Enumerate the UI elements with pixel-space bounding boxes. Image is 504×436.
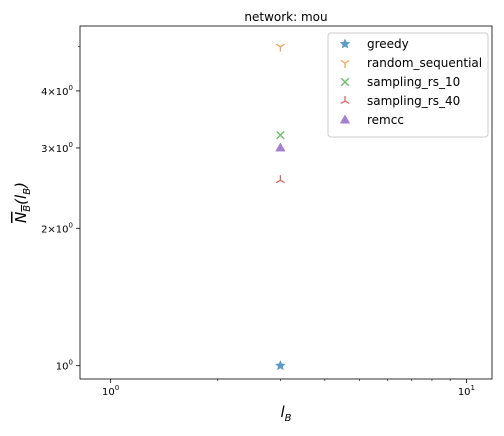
legend-label-random_sequential: random_sequential xyxy=(367,56,482,70)
legend-marker-greedy xyxy=(339,38,351,49)
x-tick-label: 100 xyxy=(102,384,119,398)
y-tick-label: 2×100 xyxy=(41,221,73,235)
y-axis-label: NB(lB) xyxy=(12,182,33,223)
y-tick-label: 100 xyxy=(56,359,73,373)
x-axis-label: lB xyxy=(280,403,291,424)
axes-frame xyxy=(79,25,493,380)
legend-label-sampling_rs_10: sampling_rs_10 xyxy=(367,75,460,89)
data-point-remcc xyxy=(275,142,286,152)
legend-marker-remcc xyxy=(339,114,351,124)
legend-label-greedy: greedy xyxy=(367,37,409,51)
y-tick-label: 4×100 xyxy=(41,84,73,98)
legend-label-remcc: remcc xyxy=(367,113,404,127)
legend-label-sampling_rs_40: sampling_rs_40 xyxy=(367,94,460,108)
legend-marker-random_sequential xyxy=(340,59,350,68)
y-tick-label: 3×100 xyxy=(41,141,73,155)
legend-marker-sampling_rs_10 xyxy=(340,77,350,87)
data-point-greedy xyxy=(275,360,286,371)
legend-box xyxy=(327,32,489,138)
chart-title: network: mou xyxy=(244,10,327,24)
legend-marker-sampling_rs_40 xyxy=(340,96,350,105)
x-tick-label: 101 xyxy=(458,384,475,398)
data-point-sampling_rs_10 xyxy=(276,130,285,140)
data-point-random_sequential xyxy=(275,43,285,52)
data-point-sampling_rs_40 xyxy=(275,175,285,184)
